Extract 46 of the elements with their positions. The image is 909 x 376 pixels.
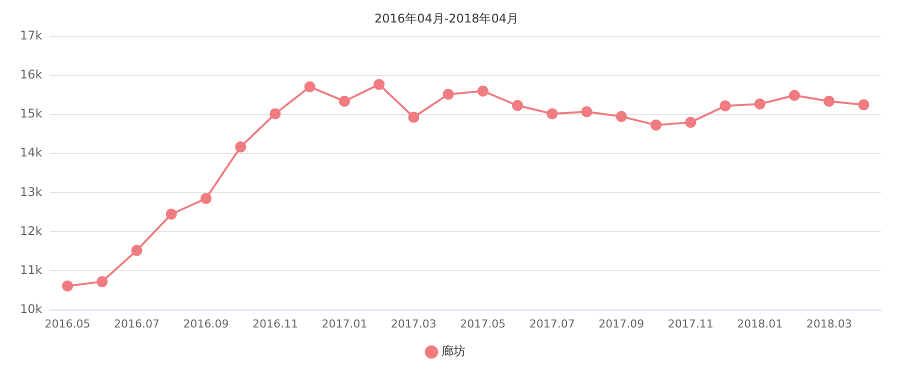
point	[166, 208, 177, 220]
point	[96, 276, 108, 288]
y-tick-label: 10k	[20, 302, 42, 316]
x-tick-label: 2016.05	[44, 317, 90, 330]
point	[858, 99, 870, 110]
point	[408, 112, 420, 123]
point	[824, 96, 835, 107]
point	[442, 88, 454, 100]
x-tick-label: 2017.07	[529, 317, 575, 330]
point	[546, 108, 558, 120]
x-tick-label: 2017.05	[460, 317, 506, 330]
x-tick-label: 2017.09	[598, 317, 644, 330]
point	[338, 96, 350, 107]
point	[685, 116, 696, 128]
x-tick-label: 2016.09	[183, 317, 229, 330]
y-tick-label: 12k	[20, 224, 42, 238]
point	[270, 108, 281, 120]
y-tick-label: 15k	[20, 106, 42, 121]
x-tick-label: 2017.11	[668, 317, 714, 330]
x-tick-label: 2017.01	[322, 317, 368, 330]
point	[581, 106, 592, 118]
y-tick-label: 16k	[20, 68, 42, 82]
point	[650, 120, 662, 131]
point	[720, 100, 731, 112]
x-tick-label: 2016.07	[114, 317, 160, 330]
point	[131, 244, 142, 256]
x-tick-label: 2018.01	[737, 317, 783, 330]
point	[304, 81, 316, 92]
x-tick-label: 2016.11	[252, 317, 298, 330]
x-tick-label: 2017.03	[390, 317, 436, 330]
y-tick-label: 14k	[20, 146, 42, 160]
y-tick-label: 13k	[20, 184, 42, 199]
point	[512, 100, 524, 112]
point	[235, 141, 246, 152]
chart-title: 2016年04月-2018年04月	[374, 11, 518, 26]
point	[754, 98, 766, 110]
point	[477, 86, 488, 97]
point	[62, 280, 74, 292]
point	[200, 192, 212, 204]
y-tick-label: 17k	[20, 28, 42, 43]
point	[788, 90, 800, 101]
y-tick-label: 11k	[20, 262, 42, 277]
point	[616, 110, 627, 122]
x-tick-label: 2018.03	[806, 317, 852, 330]
legend-label: 廊坊	[442, 344, 466, 358]
point	[374, 78, 385, 90]
